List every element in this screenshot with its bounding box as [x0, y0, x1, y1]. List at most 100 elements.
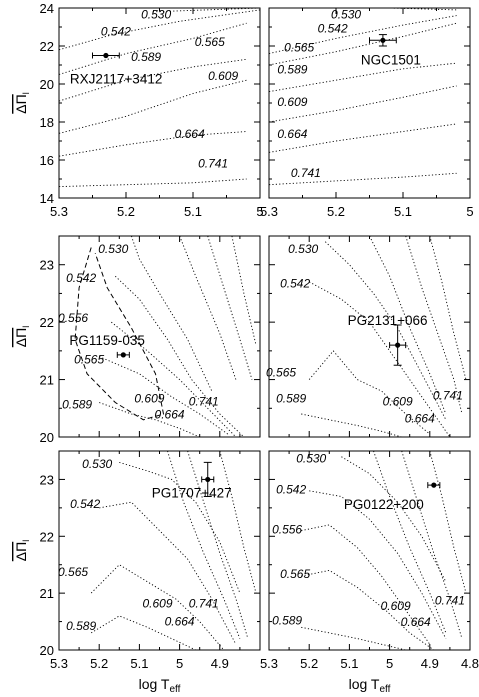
- plot-area: [269, 8, 457, 186]
- track-0.542: [309, 490, 447, 639]
- track-0.609: [269, 85, 457, 123]
- x-tick-label: 5: [386, 656, 393, 671]
- mass-label: 0.530: [141, 7, 171, 21]
- x-tick-label: 5.3: [50, 204, 68, 219]
- star-name: NGC1501: [361, 52, 421, 67]
- mass-label: 0.609: [381, 599, 411, 613]
- y-axis-label: ΔΠl: [13, 540, 31, 561]
- star-point: [431, 482, 437, 488]
- x-tick-label: 5.2: [117, 204, 135, 219]
- track-0.664: [401, 451, 463, 639]
- mass-label: 0.609: [142, 596, 172, 610]
- track-0.565: [269, 22, 457, 66]
- x-tick-label: 5.2: [327, 204, 345, 219]
- mass-label: 0.741: [433, 389, 463, 403]
- y-tick-label: 21: [40, 373, 54, 388]
- track-0.741: [59, 178, 247, 188]
- mass-label: 0.589: [131, 50, 161, 64]
- y-tick-label: 22: [40, 529, 54, 544]
- panel-frame: [268, 235, 471, 438]
- mass-label: 0.741: [198, 157, 228, 171]
- x-tick-label: 5.3: [260, 204, 278, 219]
- panel-top-left: 5.3 5.2 5.1 5 14 16 18 20 22 24 0.530 0.542 0.565 0.5…: [13, 1, 264, 219]
- panel-middle-right: 0.530 0.542 0.565 0.589 0.609 0.664 0.741 PG213…: [266, 235, 471, 438]
- mass-label: 0.589: [62, 397, 92, 411]
- mass-label: 0.542: [280, 277, 310, 291]
- mass-label: 0.664: [405, 412, 435, 426]
- x-tick-label: 5.2: [90, 656, 108, 671]
- track-0.589: [301, 413, 402, 437]
- star-name: RXJ2117+3412: [70, 72, 162, 87]
- track-0.741: [219, 451, 257, 594]
- panel-bottom-left: 5.3 5.2 5.1 5 4.9 20 21 22 23 0.530 0.542 0.565 0.58…: [13, 450, 261, 695]
- mass-label: 0.542: [318, 22, 348, 36]
- star-name: PG0122+200: [344, 497, 424, 512]
- x-tick-label: 5.3: [50, 656, 68, 671]
- mass-label: 0.565: [58, 565, 88, 579]
- x-axis-label: log Teff: [139, 676, 181, 695]
- x-tick-label: 5.1: [394, 204, 412, 219]
- mass-label: 0.589: [276, 392, 306, 406]
- mass-label: 0.530: [331, 7, 361, 21]
- star-point: [120, 352, 126, 358]
- star-name: PG2131+066: [348, 313, 428, 328]
- track-0.542: [59, 9, 260, 51]
- y-tick-label: 20: [40, 77, 54, 92]
- x-axis-label: log Teff: [349, 676, 391, 695]
- plot-area: [301, 236, 467, 437]
- plot-area: [90, 451, 257, 650]
- mass-label: 0.530: [82, 457, 112, 471]
- x-tick-label: 4.8: [461, 656, 479, 671]
- mass-label: 0.542: [70, 497, 100, 511]
- track-0.530: [130, 236, 213, 392]
- track-0.565: [90, 564, 225, 650]
- mass-label: 0.741: [189, 394, 219, 408]
- star-point: [103, 52, 109, 59]
- track-0.609: [179, 236, 237, 380]
- panel-bottom-right: 5.3 5.2 5.1 5 4.9 4.8 0.530 0.542 0.556 0.565 0.58…: [260, 450, 479, 695]
- mass-label: 0.565: [280, 567, 310, 581]
- mass-label: 0.556: [272, 522, 302, 536]
- mass-label: 0.530: [288, 242, 318, 256]
- mass-label: 0.664: [175, 127, 205, 141]
- mass-label: 0.542: [276, 483, 306, 497]
- y-axis-label: ΔΠl: [13, 92, 31, 113]
- mass-label: 0.664: [165, 615, 195, 629]
- mass-label: 0.530: [296, 451, 326, 465]
- star-name: PG1159-035: [69, 333, 145, 348]
- mass-label: 0.542: [101, 25, 131, 39]
- mass-label: 0.565: [266, 366, 296, 380]
- track-0.542: [99, 501, 237, 645]
- track-0.542: [269, 15, 457, 55]
- x-tick-label: 5.3: [260, 656, 278, 671]
- mass-label: 0.741: [189, 596, 219, 610]
- y-tick-label: 18: [40, 115, 54, 130]
- track-0.664: [187, 451, 249, 639]
- y-tick-label: 20: [40, 430, 54, 445]
- y-tick-label: 16: [40, 153, 54, 168]
- track-0.556: [301, 524, 431, 645]
- x-tick-label: 5: [256, 204, 263, 219]
- y-axis-label: ΔΠl: [13, 326, 31, 347]
- track-0.609: [59, 79, 247, 134]
- mass-label: 0.664: [401, 615, 431, 629]
- y-tick-label: 22: [40, 315, 54, 330]
- track-0.530: [152, 8, 260, 13]
- track-0.530: [119, 461, 241, 594]
- x-tick-label: 4.9: [421, 656, 439, 671]
- track-0.565: [308, 350, 431, 435]
- instability-boundary: [74, 247, 165, 421]
- mass-label: 0.589: [277, 63, 307, 77]
- track-0.542: [114, 275, 245, 437]
- x-tick-label: 5.1: [340, 656, 358, 671]
- x-tick-label: 5: [466, 204, 473, 219]
- y-tick-label: 14: [40, 191, 54, 206]
- mass-label: 0.565: [195, 35, 225, 49]
- mass-label: 0.556: [58, 311, 88, 325]
- track-0.530: [324, 241, 447, 421]
- y-tick-label: 23: [40, 472, 54, 487]
- track-0.556: [111, 321, 237, 437]
- mass-label: 0.609: [277, 95, 307, 109]
